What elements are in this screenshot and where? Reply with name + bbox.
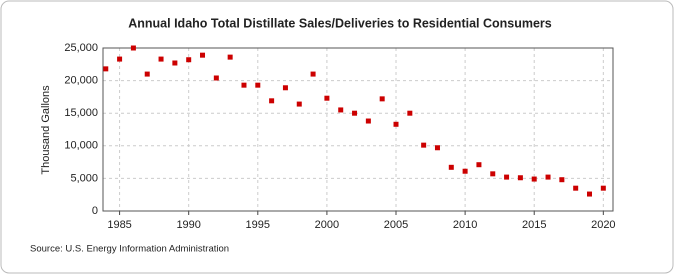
point: [421, 142, 427, 148]
x-tick-label: 2005: [384, 219, 408, 231]
point: [158, 56, 164, 62]
point: [517, 175, 523, 181]
point: [365, 118, 371, 124]
point: [573, 185, 579, 191]
point: [434, 145, 440, 151]
point: [269, 98, 275, 104]
point: [476, 162, 482, 168]
point: [545, 174, 551, 180]
frame: [0, 0, 674, 274]
point: [324, 95, 330, 101]
point: [338, 107, 344, 113]
point: [213, 75, 219, 81]
point: [310, 71, 316, 77]
y-axis-label: Thousand Gallons: [40, 85, 52, 175]
point: [448, 164, 454, 170]
point: [393, 121, 399, 127]
y-tick-label: 20,000: [64, 75, 98, 87]
point: [407, 110, 413, 116]
point: [282, 85, 288, 91]
point: [130, 45, 136, 51]
point: [144, 71, 150, 77]
x-tick-label: 2020: [591, 219, 615, 231]
point: [504, 174, 510, 180]
y-tick-label: 0: [92, 205, 98, 217]
point: [117, 56, 123, 62]
point: [559, 177, 565, 183]
point: [200, 52, 206, 58]
x-tick-label: 1985: [107, 219, 131, 231]
point: [352, 110, 358, 116]
point: [462, 168, 468, 174]
point: [241, 82, 247, 88]
y-tick-label: 5,000: [70, 172, 98, 184]
y-tick-label: 10,000: [64, 140, 98, 152]
point: [172, 60, 178, 66]
point: [255, 82, 261, 88]
point: [490, 171, 496, 177]
point: [587, 191, 593, 197]
x-tick-label: 1995: [246, 219, 270, 231]
y-tick-label: 15,000: [64, 107, 98, 119]
point: [227, 54, 233, 60]
x-tick-label: 2010: [453, 219, 477, 231]
x-tick-label: 2015: [522, 219, 546, 231]
x-tick-label: 2000: [315, 219, 339, 231]
point: [379, 96, 385, 102]
x-tick-label: 1990: [176, 219, 200, 231]
point: [186, 57, 192, 63]
plot-area: [102, 47, 614, 212]
source: Source: U.S. Energy Information Administ…: [30, 244, 229, 255]
point: [103, 66, 109, 72]
chart-title: Annual Idaho Total Distillate Sales/Deli…: [128, 16, 552, 30]
y-tick-label: 25,000: [64, 42, 98, 54]
point: [600, 185, 606, 191]
point: [296, 101, 302, 107]
point: [531, 176, 537, 182]
